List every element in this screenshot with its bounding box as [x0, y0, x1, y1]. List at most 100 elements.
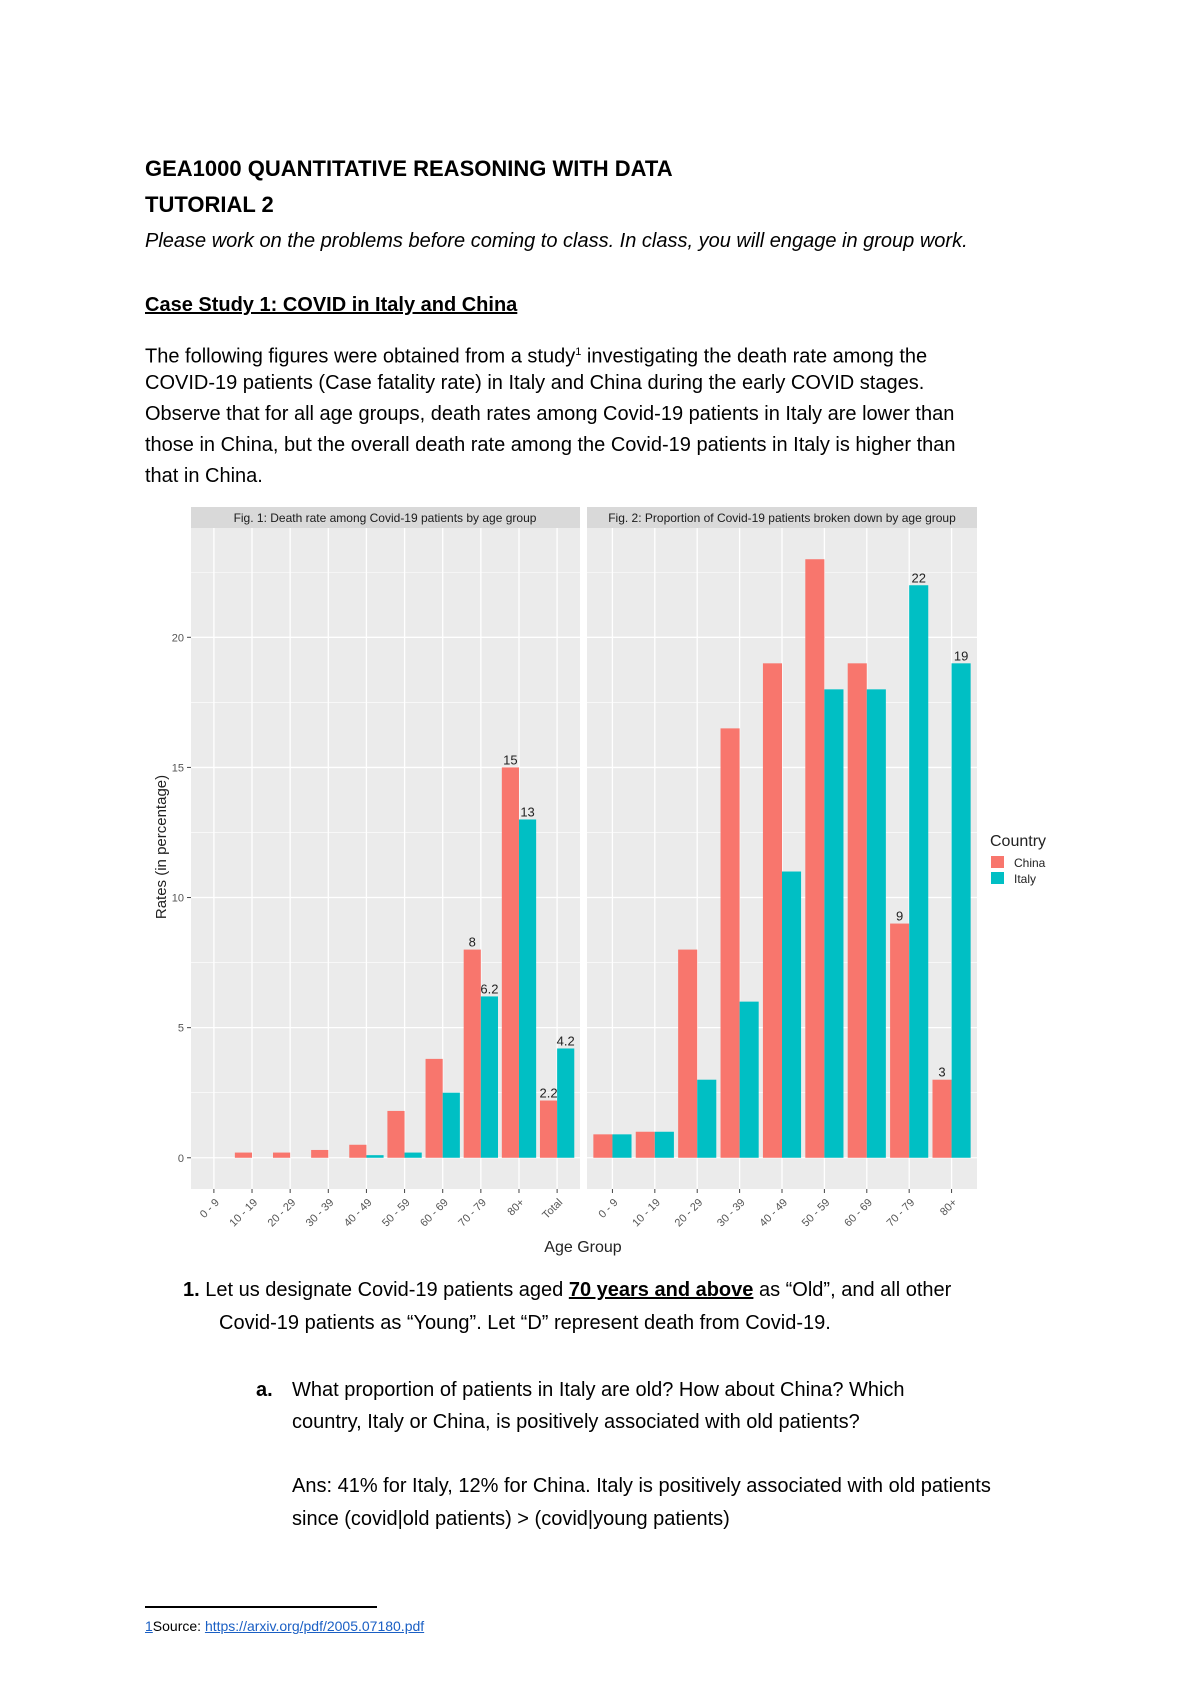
- bar-italy-4049: [782, 871, 802, 1158]
- bar-china-2029: [272, 1152, 291, 1158]
- data-label: 22: [911, 570, 925, 585]
- legend-swatch-italy: [991, 872, 1004, 884]
- data-label: 6.2: [480, 981, 498, 996]
- x-tick-label: 80+: [938, 1197, 960, 1219]
- bar-italy-6069: [442, 1092, 460, 1158]
- panel-strip-1: [191, 507, 580, 528]
- answer-line-1: Ans: 41% for Italy, 12% for China. Italy…: [292, 1475, 991, 1497]
- y-tick-label: 0: [178, 1153, 184, 1165]
- case-study-title: Case Study 1: COVID in Italy and China: [145, 294, 518, 316]
- x-tick-label: 80+: [505, 1197, 527, 1219]
- data-label: 13: [520, 804, 534, 819]
- data-label: 19: [954, 648, 968, 663]
- data-label: 2.2: [539, 1086, 557, 1101]
- data-label: 4.2: [557, 1033, 575, 1048]
- legend: Country China Italy: [990, 833, 1046, 886]
- footnote-label: Source:: [152, 1618, 205, 1634]
- fig2-title: Fig. 2: Proportion of Covid-19 patients …: [608, 511, 956, 525]
- question-1-line-1: 1. Let us designate Covid-19 patients ag…: [183, 1278, 951, 1302]
- bar-china-7079: [890, 923, 910, 1158]
- bar-china-4049: [762, 663, 782, 1158]
- bar-italy-1019: [654, 1131, 674, 1158]
- bar-italy-total: [557, 1048, 575, 1158]
- legend-label-china: China: [1014, 856, 1046, 870]
- x-tick-label: 10 - 19: [630, 1197, 663, 1230]
- bar-italy-3039: [739, 1001, 759, 1158]
- paragraph-line-2: COVID-19 patients (Case fatality rate) i…: [145, 372, 925, 394]
- question-1-line-2: Covid-19 patients as “Young”. Let “D” re…: [219, 1312, 831, 1334]
- bar-china-5059: [387, 1110, 405, 1158]
- legend-title: Country: [990, 833, 1046, 850]
- paragraph-text: The following figures were obtained from…: [145, 345, 576, 368]
- x-tick-label: 60 - 69: [418, 1197, 451, 1230]
- part-a-line-2: country, Italy or China, is positively a…: [292, 1411, 860, 1433]
- footnote-link[interactable]: https://arxiv.org/pdf/2005.07180.pdf: [204, 1618, 425, 1634]
- instruction-text: Please work on the problems before comin…: [145, 230, 968, 252]
- bar-china-3039: [311, 1149, 329, 1158]
- bar-italy-09: [612, 1134, 632, 1158]
- bar-china-80+: [501, 767, 519, 1158]
- y-axis-label: Rates (in percentage): [153, 775, 170, 919]
- bar-italy-7079: [909, 585, 929, 1158]
- x-tick-label: Total: [540, 1197, 565, 1222]
- footnote-ref: 1: [575, 346, 582, 358]
- paragraph-line-3: Observe that for all age groups, death r…: [145, 403, 955, 425]
- bar-italy-80+: [518, 819, 537, 1158]
- tutorial-title: TUTORIAL 2: [145, 192, 274, 217]
- bar-italy-6069: [866, 689, 886, 1158]
- paragraph-text: investigating the death rate among the: [581, 345, 928, 368]
- data-label: 3: [938, 1065, 945, 1080]
- bar-italy-4049: [366, 1155, 384, 1158]
- x-tick-label: 40 - 49: [757, 1197, 790, 1230]
- y-tick-label: 5: [178, 1023, 184, 1035]
- question-text: Let us designate Covid-19 patients aged: [205, 1279, 569, 1301]
- bar-china-4049: [349, 1144, 367, 1158]
- x-tick-label: 30 - 39: [715, 1197, 748, 1230]
- bar-italy-2029: [697, 1079, 717, 1158]
- x-tick-label: 70 - 79: [885, 1197, 918, 1230]
- x-tick-label: 50 - 59: [800, 1197, 833, 1230]
- x-tick-label: 10 - 19: [227, 1197, 260, 1230]
- footnote-divider: [145, 1606, 377, 1608]
- x-tick-label: 40 - 49: [342, 1197, 375, 1230]
- bar-china-7079: [463, 949, 481, 1158]
- legend-label-italy: Italy: [1014, 872, 1036, 886]
- course-title: GEA1000 QUANTITATIVE REASONING WITH DATA: [145, 156, 673, 181]
- paragraph-line-4: those in China, but the overall death ra…: [145, 434, 956, 456]
- bar-italy-5059: [824, 689, 844, 1158]
- answer-line-2: since (covid|old patients) > (covid|youn…: [292, 1508, 730, 1530]
- bar-italy-5059: [404, 1152, 422, 1158]
- part-a-label: a.: [256, 1379, 273, 1401]
- x-tick-label: 20 - 29: [266, 1197, 299, 1230]
- bar-china-1019: [234, 1152, 253, 1158]
- bar-china-2029: [678, 949, 698, 1158]
- bar-china-6069: [847, 663, 867, 1158]
- question-number: 1.: [183, 1279, 200, 1301]
- footnote-number[interactable]: 1: [145, 1618, 153, 1634]
- paragraph-line-5: that in China.: [145, 465, 263, 487]
- bar-china-09: [593, 1134, 613, 1158]
- question-emphasis: 70 years and above: [568, 1279, 754, 1301]
- part-a-line-1: What proportion of patients in Italy are…: [292, 1379, 905, 1401]
- data-label: 15: [503, 752, 517, 767]
- bar-china-80+: [932, 1079, 952, 1158]
- x-tick-label: 30 - 39: [304, 1197, 337, 1230]
- y-tick-label: 15: [172, 762, 184, 774]
- legend-swatch-china: [991, 856, 1004, 868]
- data-label: 9: [896, 909, 903, 924]
- bar-china-3039: [720, 728, 740, 1158]
- bar-china-6069: [425, 1058, 443, 1158]
- y-tick-label: 20: [172, 632, 184, 644]
- question-text: as “Old”, and all other: [753, 1279, 952, 1301]
- bar-italy-80+: [951, 663, 971, 1158]
- x-axis-label: Age Group: [544, 1239, 621, 1256]
- fig1-title: Fig. 1: Death rate among Covid-19 patien…: [234, 511, 537, 525]
- footnote: 1Source: https://arxiv.org/pdf/2005.0718…: [145, 1618, 424, 1634]
- data-label: 8: [469, 935, 476, 950]
- bar-china-1019: [635, 1131, 655, 1158]
- x-tick-label: 0 - 9: [198, 1197, 222, 1221]
- bar-china-5059: [805, 559, 825, 1158]
- x-tick-label: 60 - 69: [842, 1197, 875, 1230]
- x-tick-label: 0 - 9: [597, 1197, 621, 1221]
